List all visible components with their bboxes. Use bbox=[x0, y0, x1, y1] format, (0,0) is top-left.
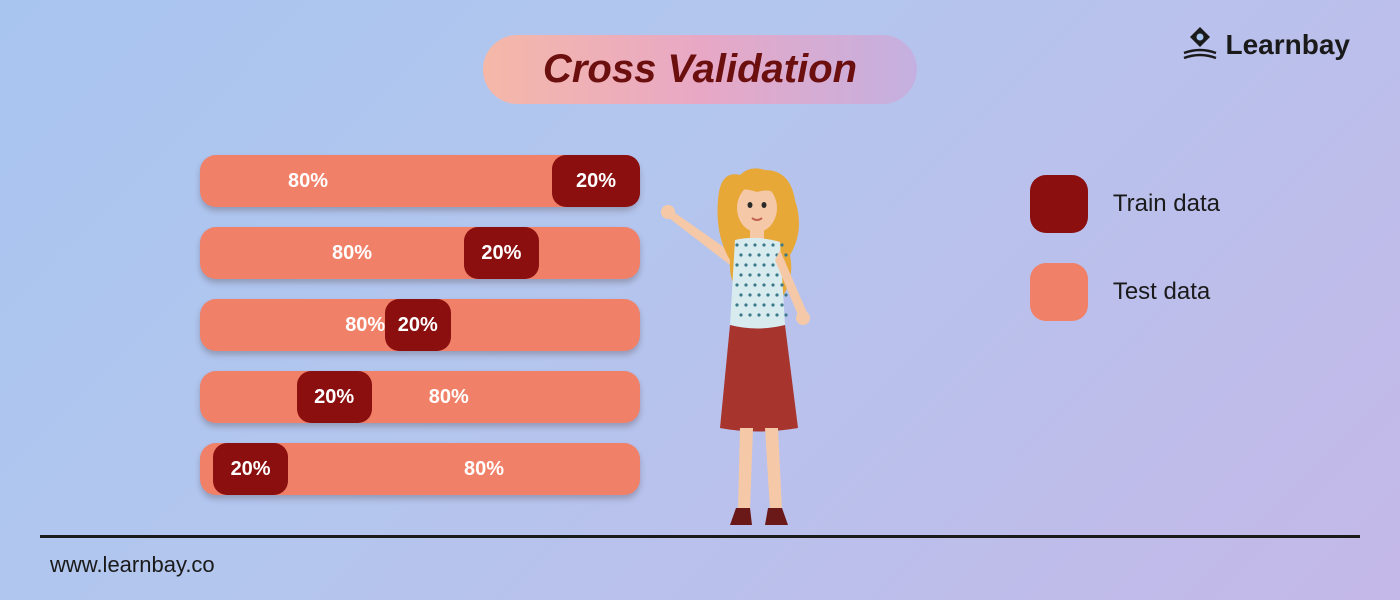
logo-text: Learnbay bbox=[1226, 29, 1351, 61]
legend-label: Train data bbox=[1113, 190, 1220, 218]
train-segment: 20% bbox=[552, 155, 640, 207]
baseline bbox=[40, 535, 1360, 538]
train-segment: 20% bbox=[464, 227, 539, 279]
fold-row: 80%20% bbox=[200, 299, 640, 351]
legend-item: Train data bbox=[1030, 175, 1220, 233]
url-text: www.learnbay.co bbox=[50, 552, 215, 578]
logo-icon bbox=[1180, 25, 1220, 65]
train-segment: 20% bbox=[385, 299, 451, 351]
page-title: Cross Validation bbox=[483, 35, 917, 104]
fold-row: 80%20% bbox=[200, 371, 640, 423]
fold-row: 80%20% bbox=[200, 443, 640, 495]
fold-row: 80%20% bbox=[200, 227, 640, 279]
bars-container: 80%20%80%20%80%20%80%20%80%20% bbox=[200, 155, 640, 515]
test-segment: 80% bbox=[200, 371, 640, 423]
legend-swatch bbox=[1030, 175, 1088, 233]
woman-illustration bbox=[660, 160, 860, 530]
legend-item: Test data bbox=[1030, 263, 1220, 321]
logo: Learnbay bbox=[1180, 25, 1351, 65]
train-segment: 20% bbox=[213, 443, 288, 495]
train-segment: 20% bbox=[297, 371, 372, 423]
test-segment: 80% bbox=[200, 227, 640, 279]
legend-swatch bbox=[1030, 263, 1088, 321]
legend-label: Test data bbox=[1113, 278, 1210, 306]
fold-row: 80%20% bbox=[200, 155, 640, 207]
legend: Train data Test data bbox=[1030, 175, 1220, 321]
